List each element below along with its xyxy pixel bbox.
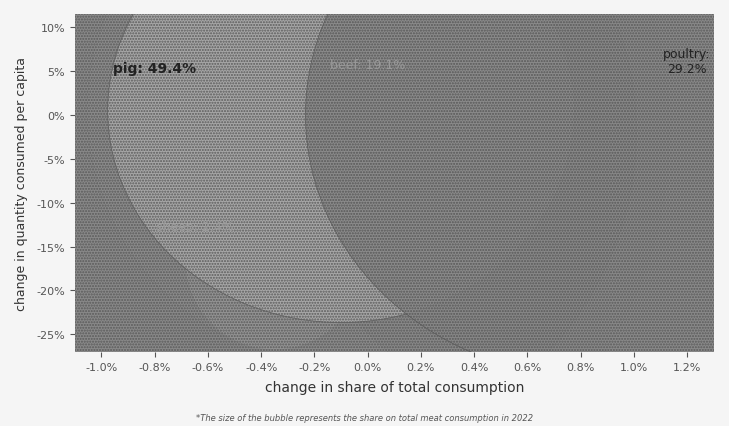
Ellipse shape	[108, 0, 574, 323]
Text: pig: 49.4%: pig: 49.4%	[113, 62, 196, 76]
Point	[269, 257, 281, 264]
Text: *The size of the bubble represents the share on total meat consumption in 2022: *The size of the bubble represents the s…	[196, 413, 533, 422]
Y-axis label: change in quantity consumed per capita: change in quantity consumed per capita	[15, 57, 28, 310]
Point	[588, 112, 600, 119]
Ellipse shape	[305, 0, 729, 377]
Text: beef: 19.1%: beef: 19.1%	[330, 59, 405, 72]
Text: sheep: 2.4%: sheep: 2.4%	[156, 221, 233, 234]
Point	[335, 108, 347, 115]
Point	[255, 130, 267, 137]
X-axis label: change in share of total consumption: change in share of total consumption	[265, 380, 524, 394]
Text: poultry:
29.2%: poultry: 29.2%	[663, 48, 711, 76]
Ellipse shape	[0, 0, 636, 426]
